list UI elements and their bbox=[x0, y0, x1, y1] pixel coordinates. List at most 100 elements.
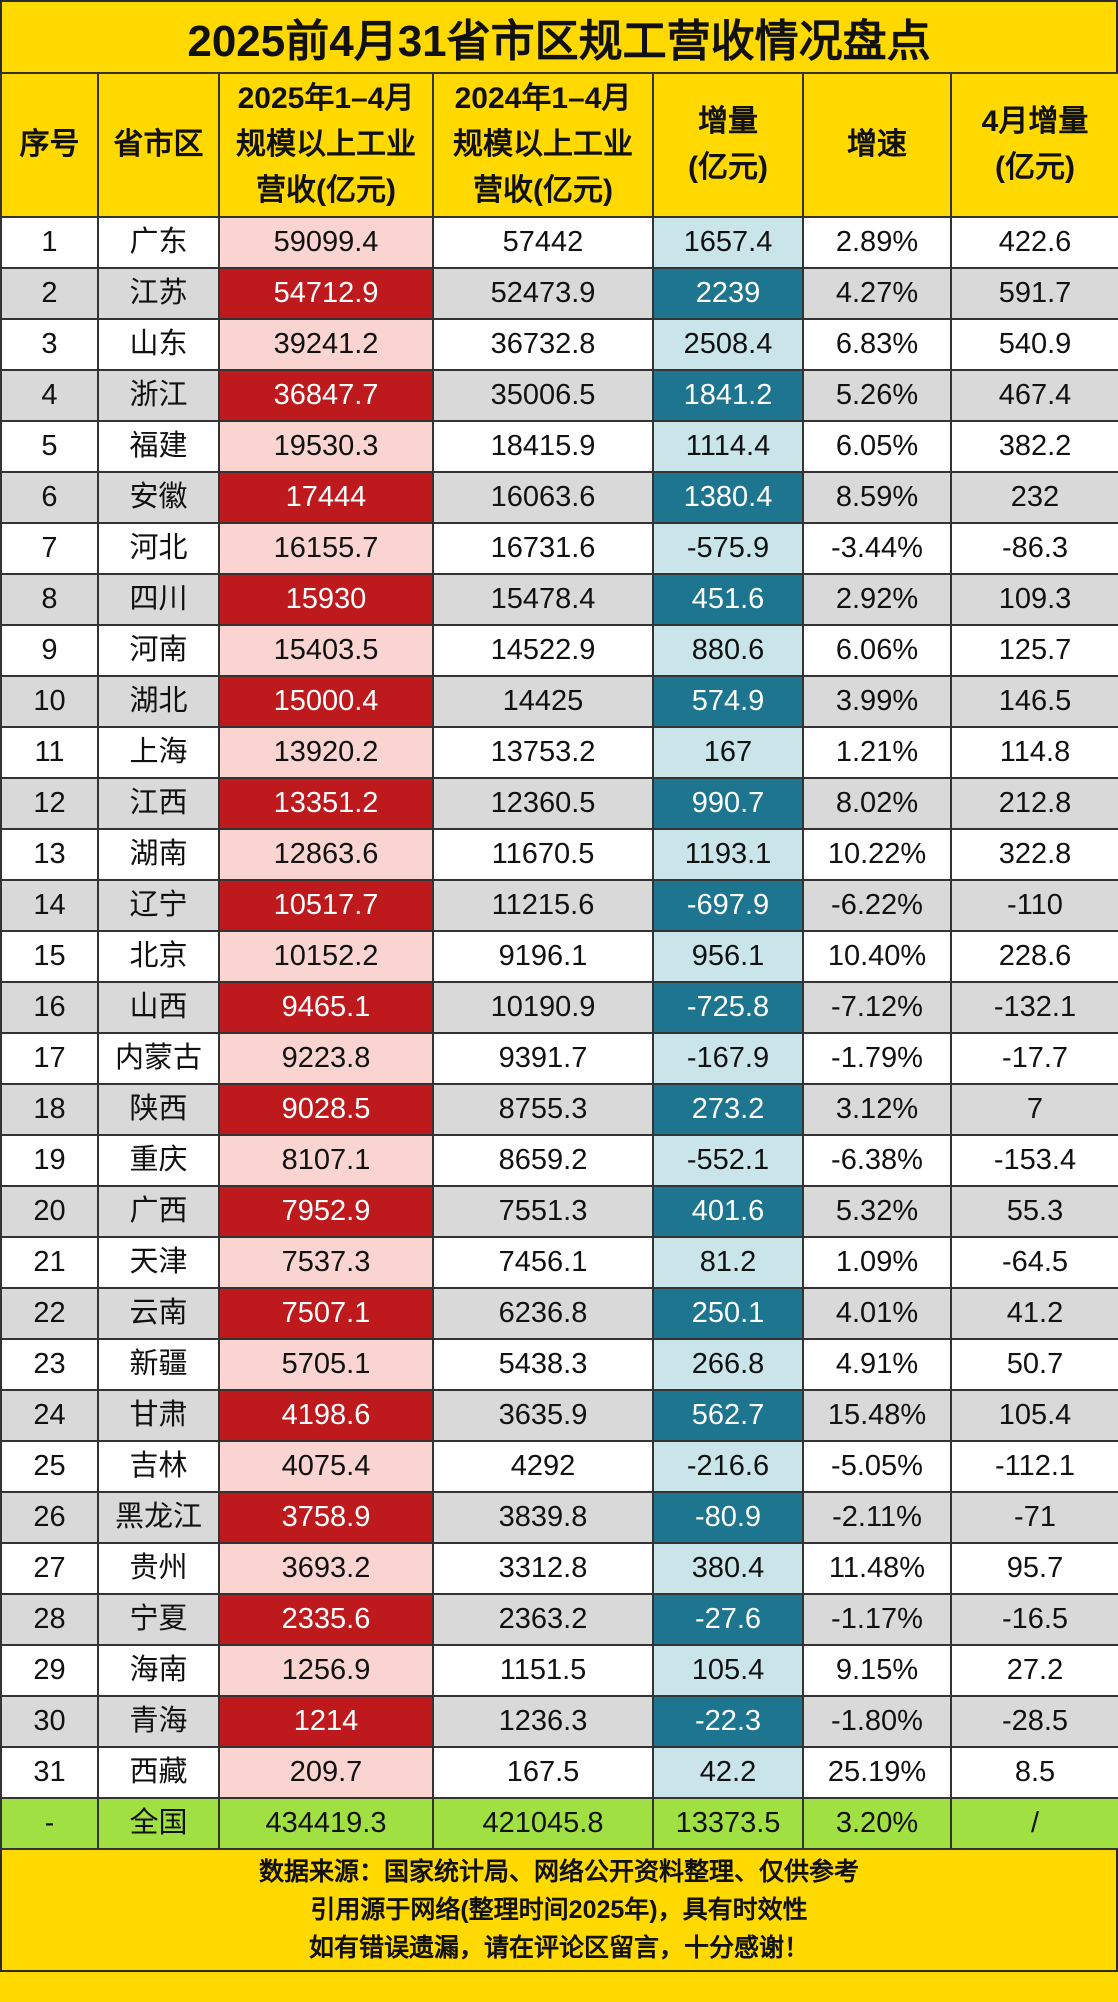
cell-rev2024: 8659.2 bbox=[432, 1134, 654, 1187]
cell-region: 西藏 bbox=[97, 1746, 220, 1799]
cell-region: 福建 bbox=[97, 420, 220, 473]
cell-region: 河北 bbox=[97, 522, 220, 575]
cell-rev2025: 19530.3 bbox=[218, 420, 434, 473]
cell-rev2025: 13920.2 bbox=[218, 726, 434, 779]
cell-rev2024: 18415.9 bbox=[432, 420, 654, 473]
footer-notes: 数据来源：国家统计局、网络公开资料整理、仅供参考 引用源于网络(整理时间2025… bbox=[0, 1850, 1118, 1972]
cell-april-increase: -16.5 bbox=[950, 1593, 1118, 1646]
table-row: 21 天津 7537.3 7456.1 81.2 1.09% -64.5 bbox=[0, 1236, 1118, 1289]
table-row: 22 云南 7507.1 6236.8 250.1 4.01% 41.2 bbox=[0, 1287, 1118, 1340]
cell-growth: 1.21% bbox=[802, 726, 952, 779]
header-growth: 增速 bbox=[802, 72, 952, 218]
cell-rev2025: 4075.4 bbox=[218, 1440, 434, 1493]
header-rev2024: 2024年1–4月 规模以上工业 营收(亿元) bbox=[432, 72, 654, 218]
cell-april-increase: 228.6 bbox=[950, 930, 1118, 983]
cell-rev2025: 15000.4 bbox=[218, 675, 434, 728]
cell-growth: -2.11% bbox=[802, 1491, 952, 1544]
table-row: 2 江苏 54712.9 52473.9 2239 4.27% 591.7 bbox=[0, 267, 1118, 320]
table-row: 25 吉林 4075.4 4292 -216.6 -5.05% -112.1 bbox=[0, 1440, 1118, 1493]
cell-rev2025: 13351.2 bbox=[218, 777, 434, 830]
cell-increase: 2508.4 bbox=[652, 318, 804, 371]
table-row: 26 黑龙江 3758.9 3839.8 -80.9 -2.11% -71 bbox=[0, 1491, 1118, 1544]
cell-region: 重庆 bbox=[97, 1134, 220, 1187]
cell-april-increase: 232 bbox=[950, 471, 1118, 524]
cell-rev2025: 54712.9 bbox=[218, 267, 434, 320]
cell-rev2024: 14522.9 bbox=[432, 624, 654, 677]
cell-april-increase: 591.7 bbox=[950, 267, 1118, 320]
cell-rev2024: 16063.6 bbox=[432, 471, 654, 524]
cell-region: 浙江 bbox=[97, 369, 220, 422]
cell-region: 江西 bbox=[97, 777, 220, 830]
cell-rev2025: 12863.6 bbox=[218, 828, 434, 881]
cell-increase: 167 bbox=[652, 726, 804, 779]
cell-region: 青海 bbox=[97, 1695, 220, 1748]
cell-rev2024: 3312.8 bbox=[432, 1542, 654, 1595]
cell-april-increase: 105.4 bbox=[950, 1389, 1118, 1442]
cell-april-increase: -17.7 bbox=[950, 1032, 1118, 1085]
cell-region: 宁夏 bbox=[97, 1593, 220, 1646]
cell-rev2025: 7537.3 bbox=[218, 1236, 434, 1289]
page-title: 2025前4月31省市区规工营收情况盘点 bbox=[0, 0, 1118, 72]
cell-region: 四川 bbox=[97, 573, 220, 626]
cell-rank: 28 bbox=[0, 1593, 99, 1646]
cell-rev2024: 4292 bbox=[432, 1440, 654, 1493]
cell-rank: 8 bbox=[0, 573, 99, 626]
cell-rank: 5 bbox=[0, 420, 99, 473]
table-row: 28 宁夏 2335.6 2363.2 -27.6 -1.17% -16.5 bbox=[0, 1593, 1118, 1646]
cell-rank: 14 bbox=[0, 879, 99, 932]
cell-growth: 4.01% bbox=[802, 1287, 952, 1340]
table-row: 27 贵州 3693.2 3312.8 380.4 11.48% 95.7 bbox=[0, 1542, 1118, 1595]
cell-region: 山西 bbox=[97, 981, 220, 1034]
cell-rev2024: 1236.3 bbox=[432, 1695, 654, 1748]
cell-region: 甘肃 bbox=[97, 1389, 220, 1442]
cell-rank: 7 bbox=[0, 522, 99, 575]
cell-april-increase: 55.3 bbox=[950, 1185, 1118, 1238]
cell-rank: 11 bbox=[0, 726, 99, 779]
cell-rev2025: 7952.9 bbox=[218, 1185, 434, 1238]
cell-region: 湖南 bbox=[97, 828, 220, 881]
cell-growth: 5.26% bbox=[802, 369, 952, 422]
table-row: 7 河北 16155.7 16731.6 -575.9 -3.44% -86.3 bbox=[0, 522, 1118, 575]
header-row: 序号 省市区 2025年1–4月 规模以上工业 营收(亿元) 2024年1–4月… bbox=[0, 72, 1118, 218]
cell-region: 黑龙江 bbox=[97, 1491, 220, 1544]
cell-growth: 3.99% bbox=[802, 675, 952, 728]
cell-rank: 15 bbox=[0, 930, 99, 983]
cell-growth: 11.48% bbox=[802, 1542, 952, 1595]
cell-rev2025: 15403.5 bbox=[218, 624, 434, 677]
cell-growth: -3.44% bbox=[802, 522, 952, 575]
cell-april-increase: 146.5 bbox=[950, 675, 1118, 728]
cell-rank: 1 bbox=[0, 216, 99, 269]
cell-region: 北京 bbox=[97, 930, 220, 983]
cell-rank: 19 bbox=[0, 1134, 99, 1187]
cell-april-increase: -28.5 bbox=[950, 1695, 1118, 1748]
cell-rev2024: 6236.8 bbox=[432, 1287, 654, 1340]
cell-growth: 10.22% bbox=[802, 828, 952, 881]
cell-increase: 1380.4 bbox=[652, 471, 804, 524]
cell-rev2024: 12360.5 bbox=[432, 777, 654, 830]
cell-increase: 401.6 bbox=[652, 1185, 804, 1238]
cell-increase: -167.9 bbox=[652, 1032, 804, 1085]
cell-growth: 6.05% bbox=[802, 420, 952, 473]
cell-rev2025: 3758.9 bbox=[218, 1491, 434, 1544]
cell-april-increase: -132.1 bbox=[950, 981, 1118, 1034]
table-row: 8 四川 15930 15478.4 451.6 2.92% 109.3 bbox=[0, 573, 1118, 626]
cell-growth: 5.32% bbox=[802, 1185, 952, 1238]
table-row: 14 辽宁 10517.7 11215.6 -697.9 -6.22% -110 bbox=[0, 879, 1118, 932]
cell-rank: 27 bbox=[0, 1542, 99, 1595]
cell-rev2025: 209.7 bbox=[218, 1746, 434, 1799]
cell-rank: 21 bbox=[0, 1236, 99, 1289]
cell-rank: 23 bbox=[0, 1338, 99, 1391]
cell-rev2024: 7551.3 bbox=[432, 1185, 654, 1238]
table-row: 3 山东 39241.2 36732.8 2508.4 6.83% 540.9 bbox=[0, 318, 1118, 371]
cell-region: 海南 bbox=[97, 1644, 220, 1697]
cell-rank: 4 bbox=[0, 369, 99, 422]
cell-increase: 574.9 bbox=[652, 675, 804, 728]
cell-increase: 451.6 bbox=[652, 573, 804, 626]
cell-rank: 6 bbox=[0, 471, 99, 524]
cell-region: 广西 bbox=[97, 1185, 220, 1238]
cell-april-increase: -110 bbox=[950, 879, 1118, 932]
cell-rev2025: 7507.1 bbox=[218, 1287, 434, 1340]
cell-rank: 16 bbox=[0, 981, 99, 1034]
table-row: 23 新疆 5705.1 5438.3 266.8 4.91% 50.7 bbox=[0, 1338, 1118, 1391]
